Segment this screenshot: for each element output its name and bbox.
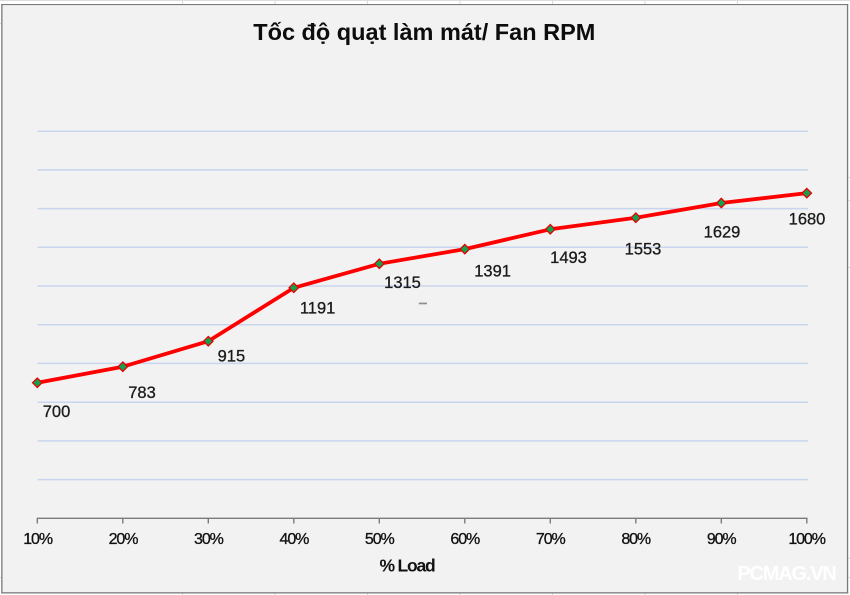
svg-text:80%: 80% bbox=[621, 531, 651, 548]
svg-text:30%: 30% bbox=[194, 531, 224, 548]
svg-text:10%: 10% bbox=[23, 531, 53, 548]
svg-text:1680: 1680 bbox=[789, 210, 826, 228]
svg-text:Tốc độ quạt làm mát/ Fan RPM: Tốc độ quạt làm mát/ Fan RPM bbox=[253, 19, 595, 45]
svg-text:50%: 50% bbox=[365, 531, 395, 548]
svg-text:1493: 1493 bbox=[550, 249, 587, 267]
svg-text:% Load: % Load bbox=[379, 556, 435, 576]
svg-text:70%: 70% bbox=[536, 531, 566, 548]
svg-text:915: 915 bbox=[218, 347, 246, 365]
svg-text:PCMAG.VN: PCMAG.VN bbox=[737, 563, 836, 585]
svg-text:1629: 1629 bbox=[704, 224, 741, 242]
svg-text:40%: 40% bbox=[280, 531, 310, 548]
svg-text:1391: 1391 bbox=[474, 262, 511, 280]
svg-text:100%: 100% bbox=[788, 531, 825, 548]
svg-text:1315: 1315 bbox=[384, 274, 421, 292]
svg-text:60%: 60% bbox=[450, 531, 480, 548]
svg-text:700: 700 bbox=[43, 403, 71, 421]
svg-text:1191: 1191 bbox=[300, 299, 335, 317]
svg-text:783: 783 bbox=[128, 384, 156, 402]
svg-text:1553: 1553 bbox=[625, 241, 662, 259]
svg-text:90%: 90% bbox=[707, 531, 737, 548]
svg-text:20%: 20% bbox=[109, 531, 139, 548]
